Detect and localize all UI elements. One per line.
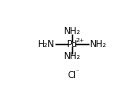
Text: Pd: Pd	[66, 40, 77, 49]
Text: NH₂: NH₂	[63, 52, 80, 61]
Text: Cl: Cl	[67, 71, 76, 80]
Text: 2+: 2+	[75, 38, 84, 43]
Text: NH₂: NH₂	[63, 27, 80, 36]
Text: ⁻: ⁻	[75, 70, 79, 75]
Text: NH₂: NH₂	[89, 40, 107, 49]
Text: H₂N: H₂N	[37, 40, 54, 49]
